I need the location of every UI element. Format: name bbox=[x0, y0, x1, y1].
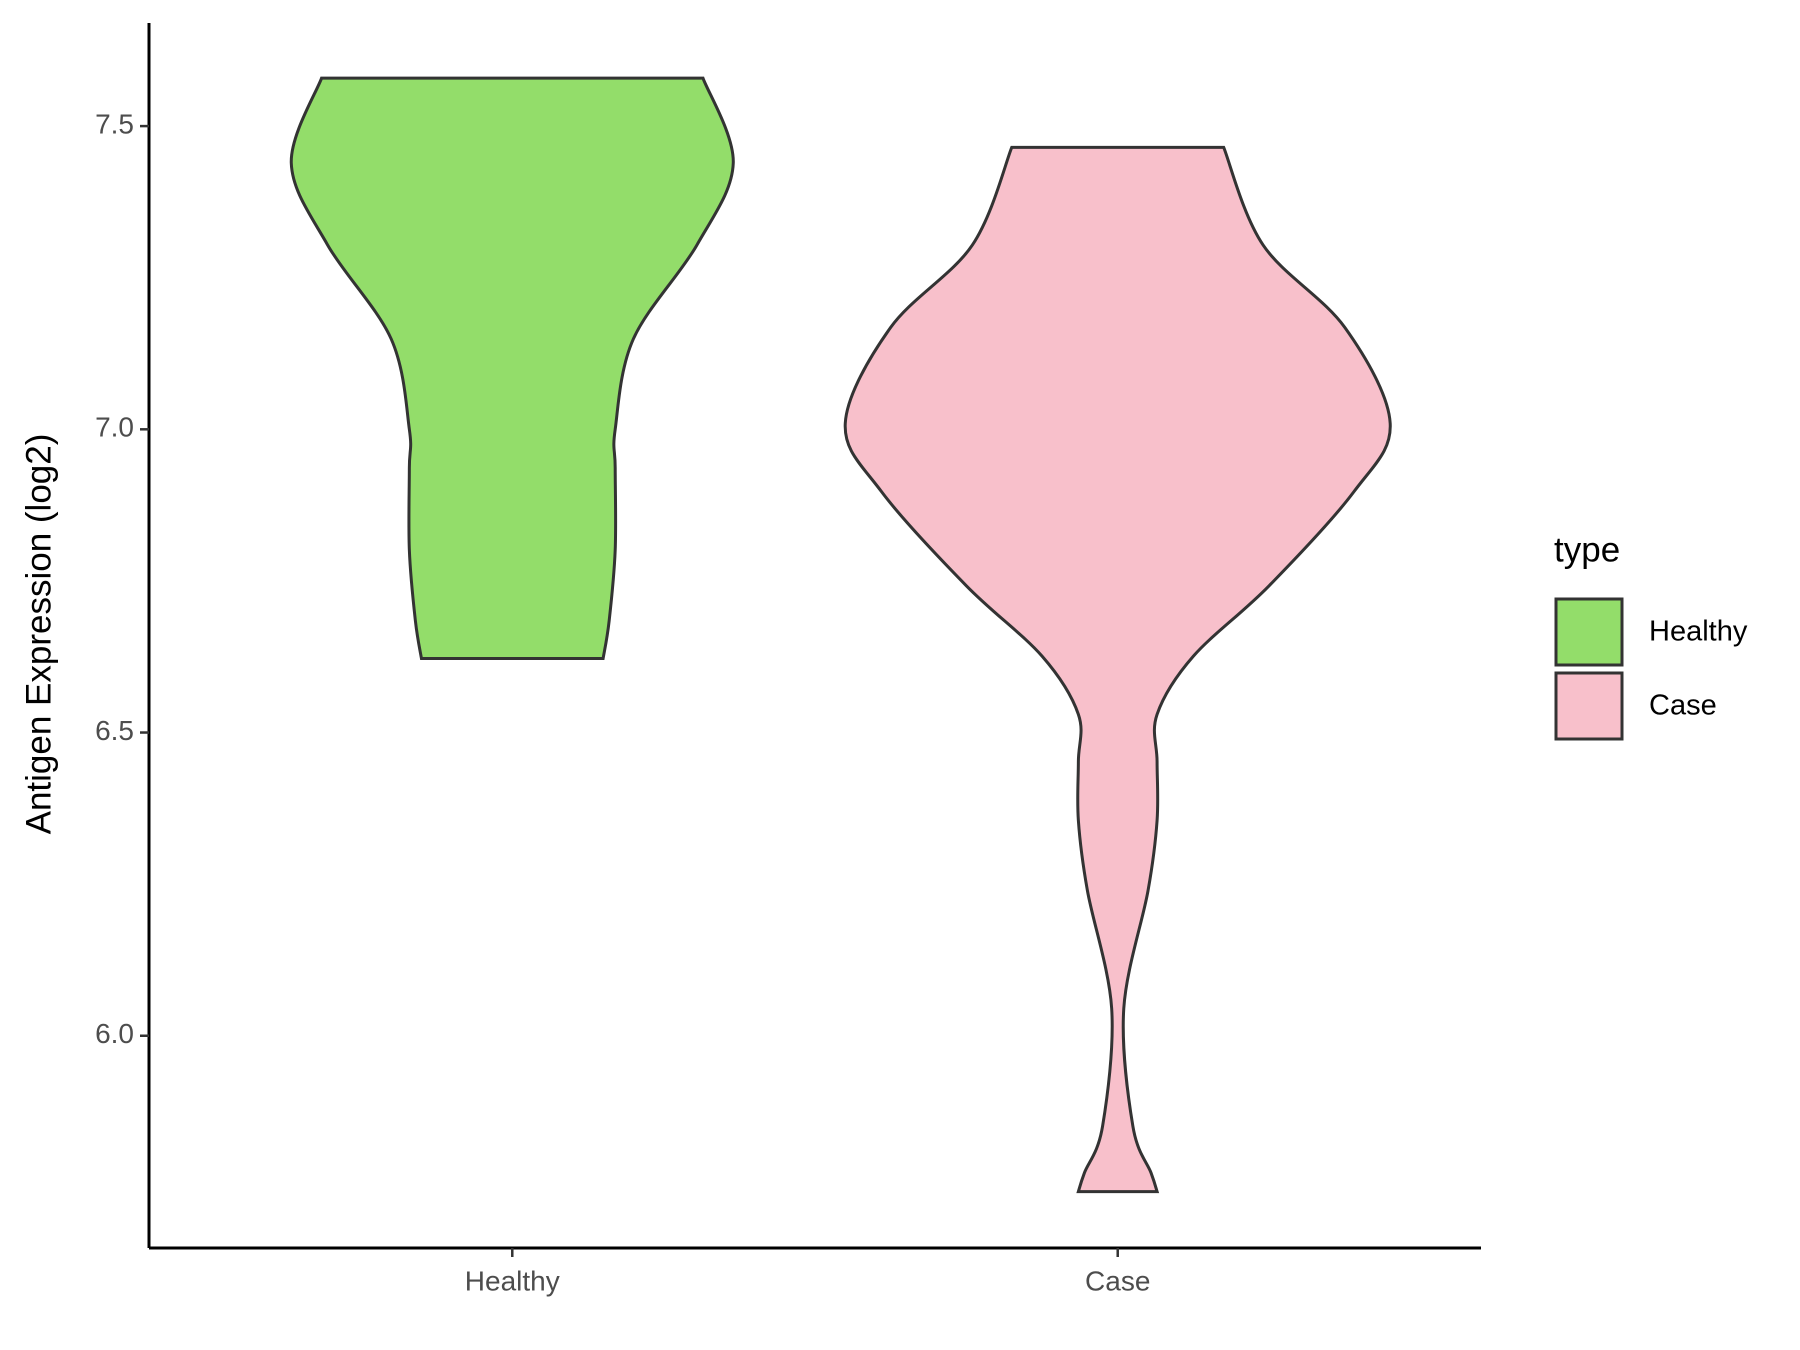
legend-key bbox=[1554, 597, 1624, 667]
violin bbox=[289, 76, 735, 661]
y-tick-label: 7.5 bbox=[95, 108, 134, 139]
legend-key bbox=[1554, 671, 1624, 741]
legend-title: type bbox=[1554, 530, 1620, 569]
y-tick-label: 7.0 bbox=[95, 412, 134, 443]
x-tick-label: Healthy bbox=[465, 1265, 560, 1296]
y-axis-title: Antigen Expression (log2) bbox=[19, 434, 58, 835]
legend-label: Healthy bbox=[1649, 616, 1748, 648]
legend-label: Case bbox=[1649, 690, 1717, 722]
y-tick-label: 6.0 bbox=[95, 1018, 134, 1049]
x-tick-label: Case bbox=[1085, 1265, 1150, 1296]
violin bbox=[843, 145, 1392, 1194]
y-tick-label: 6.5 bbox=[95, 715, 134, 746]
